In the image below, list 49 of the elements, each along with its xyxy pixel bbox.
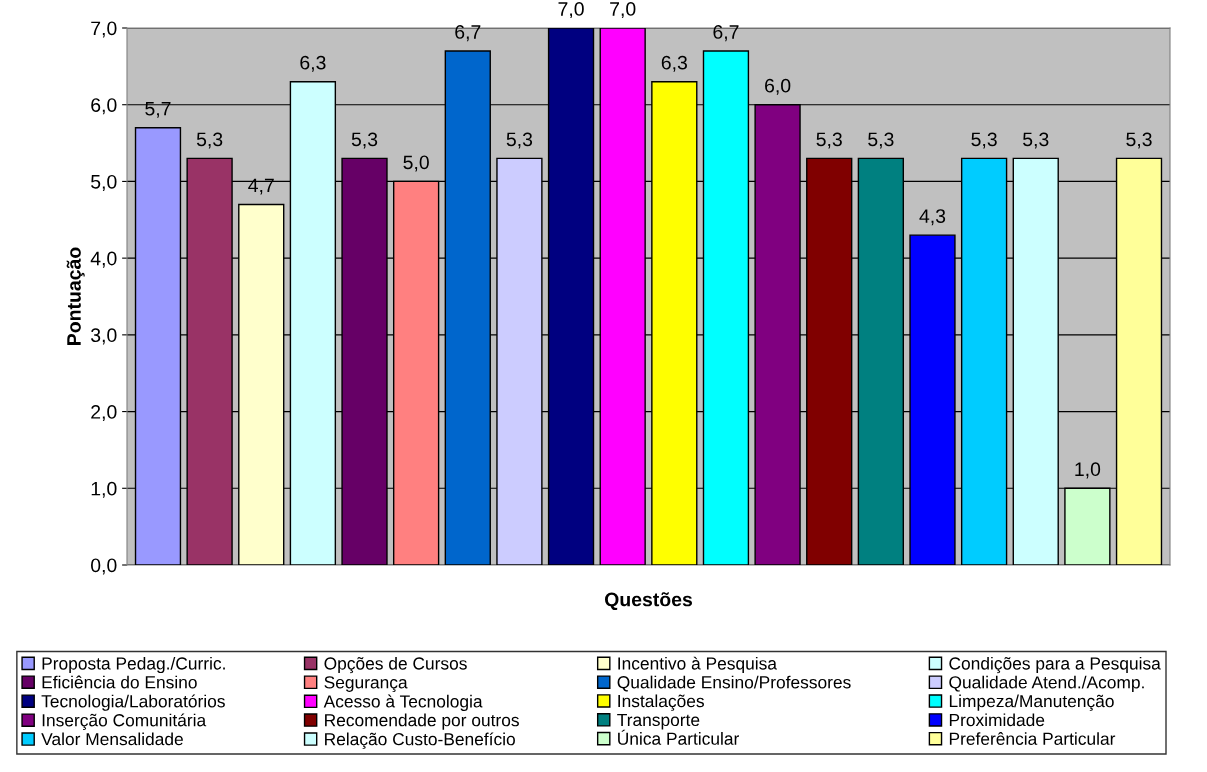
data-label: 5,3 [351,132,378,149]
data-label: 6,7 [455,25,481,42]
data-label: 5,3 [506,132,533,149]
data-label: 6,3 [300,55,326,72]
data-label: 5,3 [1023,132,1049,149]
legend-label: Condições para a Pesquisa [949,656,1161,674]
data-label: 4,3 [919,209,946,226]
legend-label: Proximidade [949,713,1045,727]
y-tick-label: 4,0 [90,251,117,268]
data-label: 1,0 [1075,462,1101,479]
y-tick-label: 3,0 [90,328,117,345]
data-label: 7,0 [558,2,584,19]
data-label: 5,3 [971,132,997,149]
y-tick-label: 6,0 [91,98,117,115]
legend-label: Inserção Comunitária [42,713,207,730]
y-axis-title: Pontuação [66,247,85,345]
data-label: 5,3 [816,132,842,149]
y-tick-label: 2,0 [91,405,117,422]
data-label: 5,3 [196,132,223,149]
legend-label: Segurança [324,676,408,692]
y-tick-label: 5,0 [91,174,117,191]
legend-label: Preferência Particular [949,732,1116,745]
legend-label: Instalações [618,694,704,711]
data-label: 6,0 [765,78,791,95]
legend-label: Recomendade por outros [325,713,519,730]
data-label: 7,0 [610,2,636,19]
y-tick-label: 7,0 [91,21,117,38]
legend-label: Tecnologia/Laboratórios [41,694,225,711]
y-tick-label: 1,0 [91,481,117,498]
legend-label: Relação Custo-Benefício [325,732,515,749]
y-tick-label: 0,0 [91,558,117,575]
legend-label: Qualidade Atend./Acomp. [949,675,1144,692]
x-axis-title: Questões [605,592,693,610]
legend-label: Qualidade Ensino/Professores [617,675,851,692]
legend-label: Incentivo à Pesquisa [618,656,777,674]
legend-label: Eficiência do Ensino [42,675,197,689]
legend-label: Acesso à Tecnologia [323,694,483,711]
legend-label: Limpeza/Manutenção [949,694,1114,711]
data-label: 5,3 [868,132,894,149]
data-label: 6,7 [713,25,739,42]
legend-label: Única Particular [618,729,740,745]
data-label: 5,3 [1126,132,1152,149]
legend-label: Transporte [617,713,700,730]
legend-label: Proposta Pedag./Curric. [42,656,225,674]
legend-label: Opções de Cursos [324,656,467,674]
data-label: 5,0 [403,155,429,172]
data-label: 5,7 [145,101,171,118]
legend-label: Valor Mensalidade [41,732,183,746]
data-label: 6,3 [661,55,687,72]
